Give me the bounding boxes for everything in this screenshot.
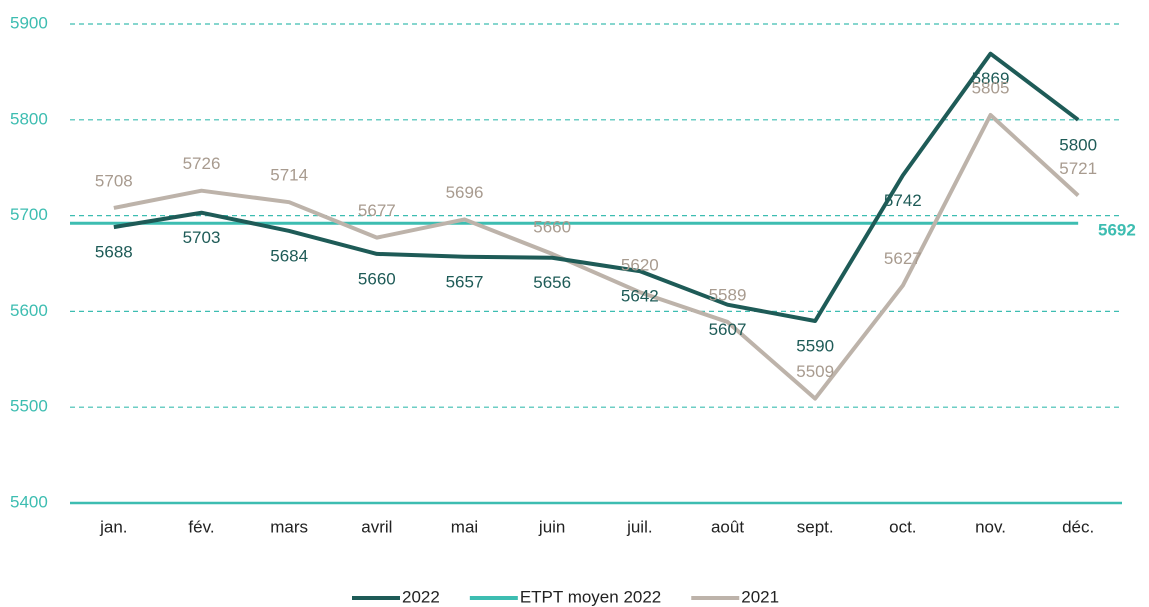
data-label: 5620 — [621, 256, 659, 275]
x-tick-label: sept. — [797, 517, 834, 536]
legend-label: 2021 — [741, 587, 779, 606]
x-tick-label: mars — [270, 517, 308, 536]
data-label: 5800 — [1059, 135, 1097, 154]
legend-label: 2022 — [402, 587, 440, 606]
x-tick-label: août — [711, 517, 744, 536]
y-tick-label: 5400 — [10, 492, 48, 511]
data-label: 5714 — [270, 166, 308, 185]
x-tick-label: oct. — [889, 517, 916, 536]
reference-label: 5692 — [1098, 221, 1136, 240]
data-label: 5688 — [95, 243, 133, 262]
data-label: 5684 — [270, 246, 308, 265]
data-label: 5660 — [533, 217, 571, 236]
data-label: 5509 — [796, 362, 834, 381]
line-series — [113, 113, 1080, 401]
y-tick-label: 5800 — [10, 109, 48, 128]
data-label: 5726 — [183, 154, 221, 173]
data-label: 5869 — [972, 69, 1010, 88]
data-label: 5696 — [446, 183, 484, 202]
data-label: 5656 — [533, 273, 571, 292]
x-tick-label: juil. — [626, 517, 653, 536]
data-label: 5742 — [884, 191, 922, 210]
x-tick-label: nov. — [975, 517, 1006, 536]
x-tick-label: jan. — [99, 517, 127, 536]
data-label: 5805 — [972, 78, 1010, 97]
x-tick-label: avril — [361, 517, 392, 536]
data-label: 5627 — [884, 249, 922, 268]
y-tick-label: 5500 — [10, 397, 48, 416]
data-label: 5677 — [358, 201, 396, 220]
y-tick-label: 5900 — [10, 13, 48, 32]
data-label: 5589 — [709, 285, 747, 304]
data-label: 5708 — [95, 171, 133, 190]
line-series — [113, 51, 1080, 323]
data-label: 5607 — [709, 320, 747, 339]
data-label: 5657 — [446, 272, 484, 291]
y-tick-label: 5700 — [10, 205, 48, 224]
legend-label: ETPT moyen 2022 — [520, 587, 661, 606]
x-tick-label: fév. — [188, 517, 214, 536]
x-tick-label: juin — [538, 517, 565, 536]
data-label: 5721 — [1059, 159, 1097, 178]
data-label: 5703 — [183, 228, 221, 247]
x-tick-label: mai — [451, 517, 478, 536]
data-label: 5642 — [621, 287, 659, 306]
data-label: 5660 — [358, 269, 396, 288]
y-tick-label: 5600 — [10, 301, 48, 320]
x-tick-label: déc. — [1062, 517, 1094, 536]
data-label: 5590 — [796, 336, 834, 355]
